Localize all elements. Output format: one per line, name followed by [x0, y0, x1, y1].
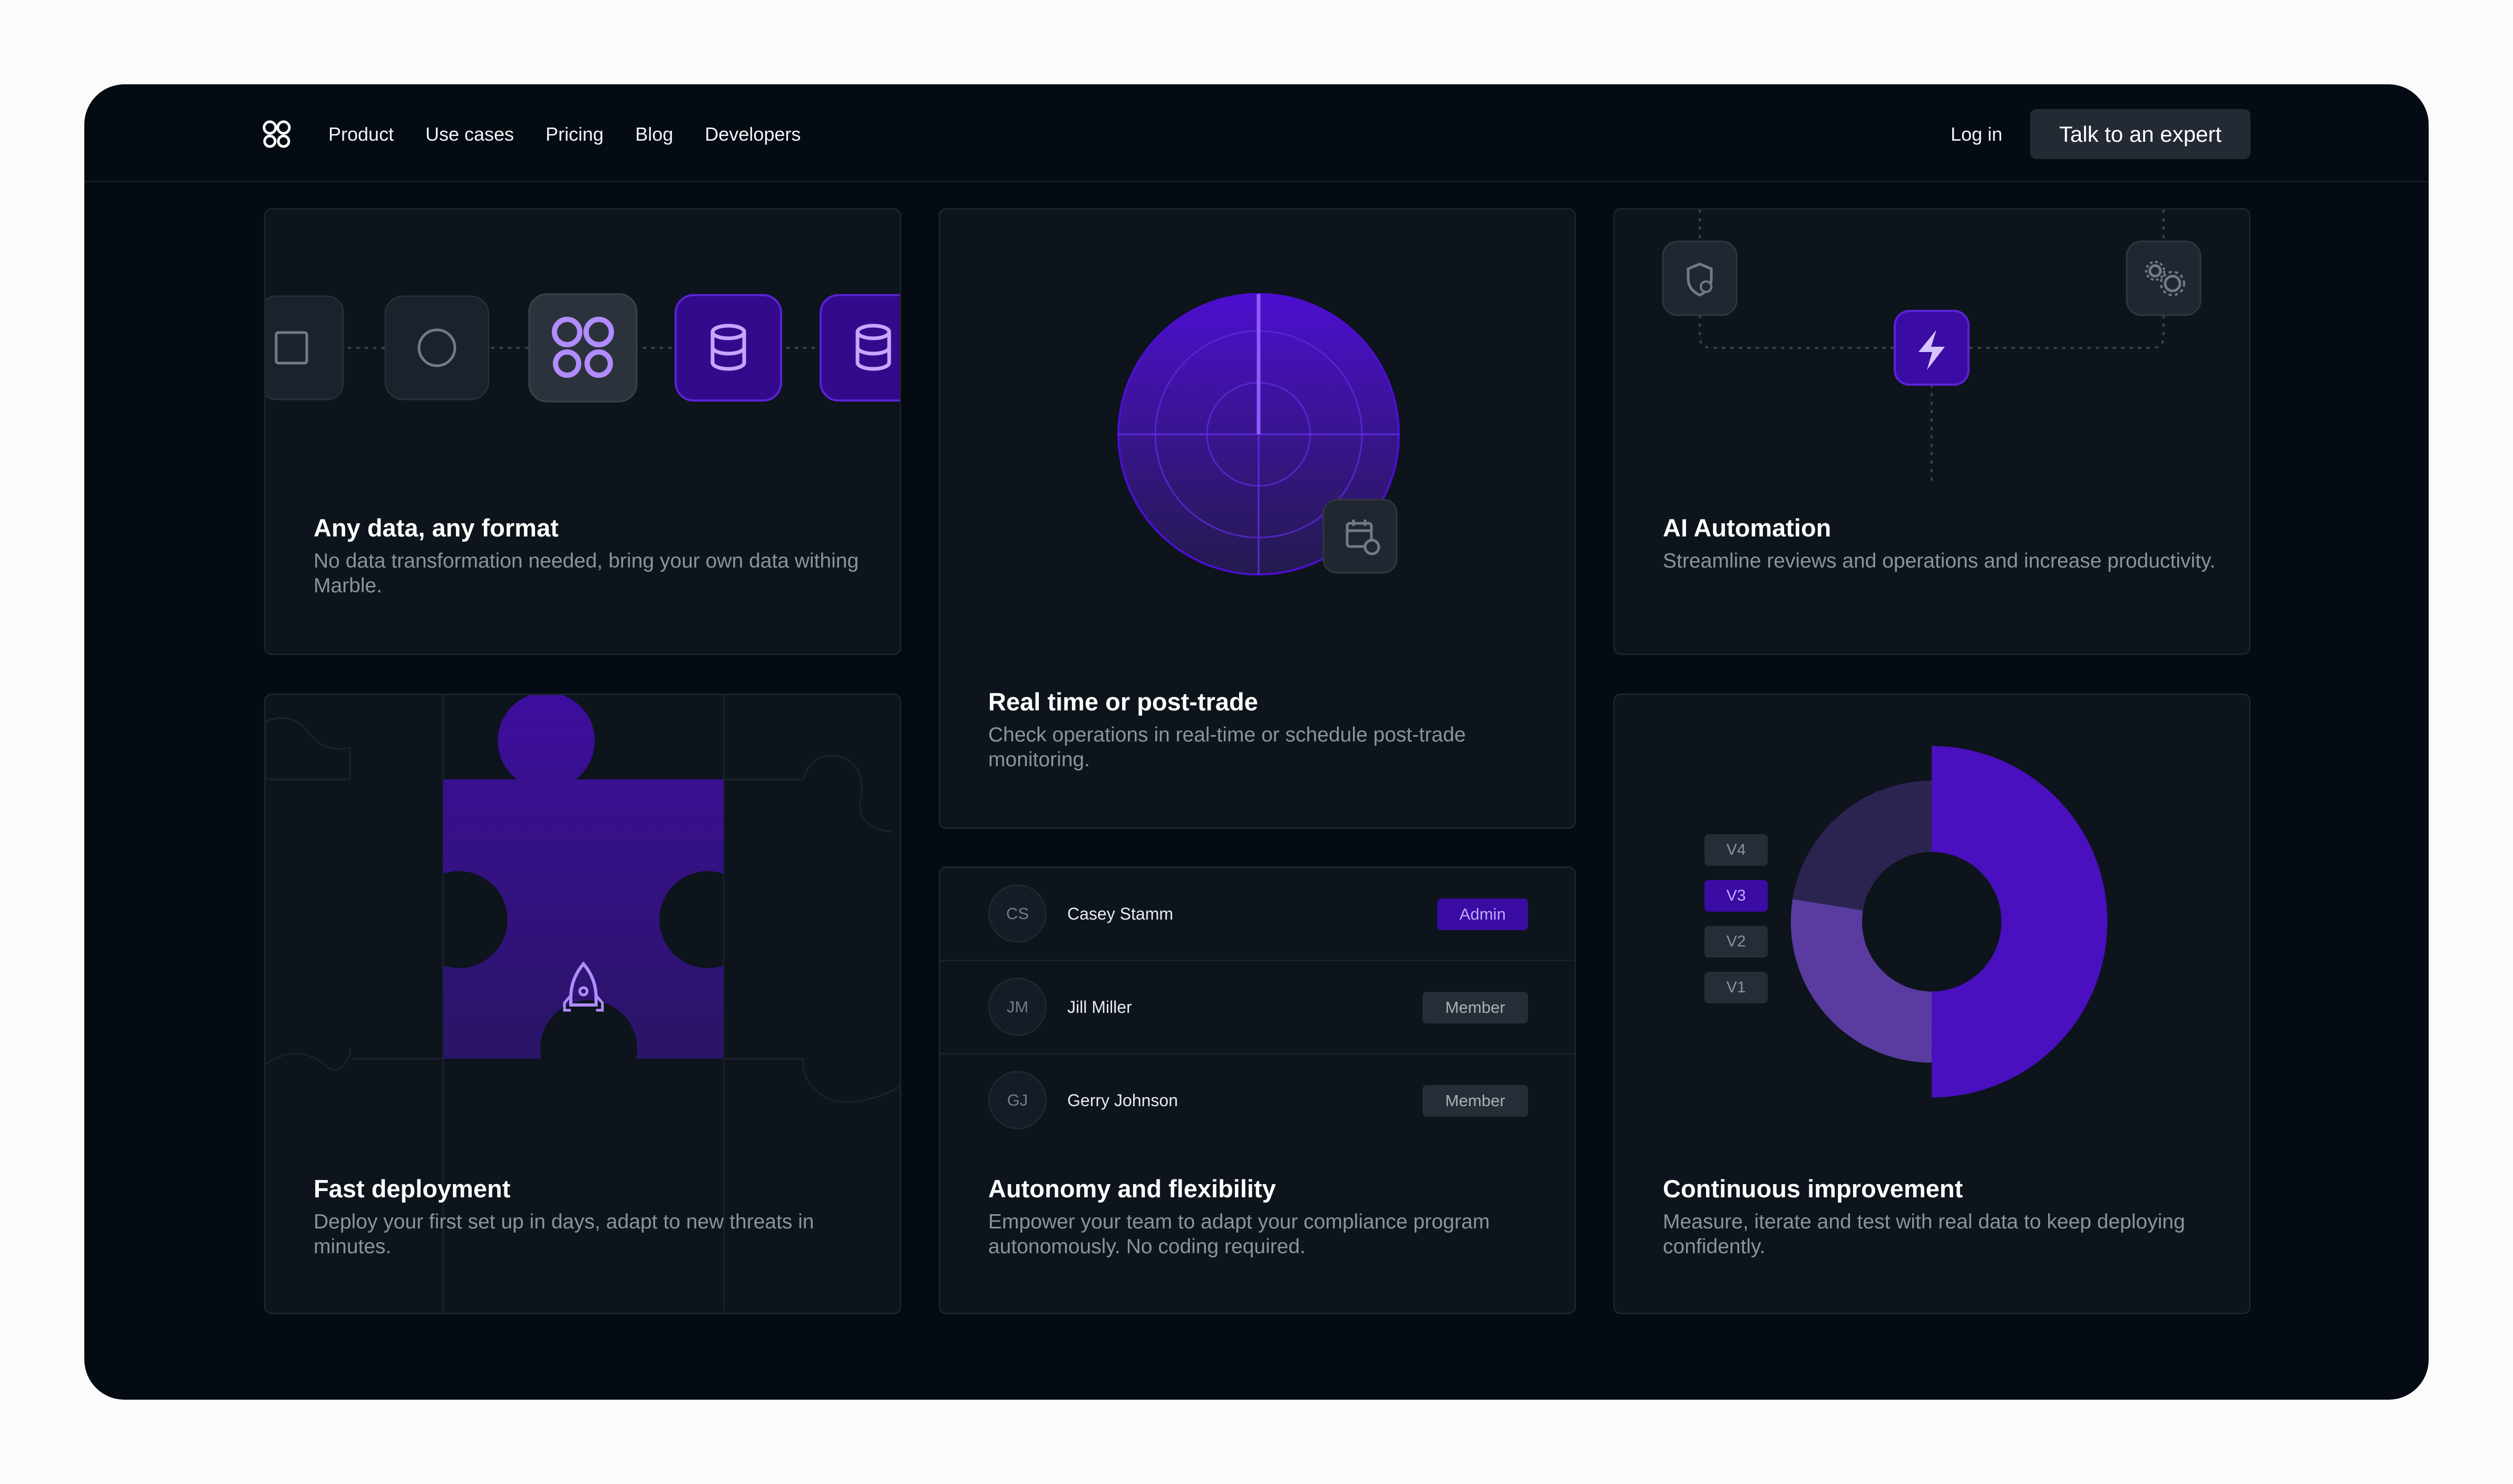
card-title: Any data, any format — [314, 514, 559, 542]
card-title: AI Automation — [1663, 514, 1832, 542]
card-description: Streamline reviews and operations and in… — [1663, 550, 2216, 572]
square-icon — [266, 295, 344, 401]
circle-icon — [384, 295, 490, 401]
card-description: Deploy your first set up in days, adapt … — [314, 1210, 814, 1258]
card-title: Real time or post-trade — [988, 688, 1258, 716]
nav-link-blog[interactable]: Blog — [635, 123, 674, 145]
card-title: Continuous improvement — [1663, 1175, 1963, 1203]
page-frame: Product Use cases Pricing Blog Developer… — [84, 84, 2429, 1400]
card-fast-deployment: Fast deployment Deploy your first set up… — [264, 694, 901, 1314]
version-chip-v2[interactable]: V2 — [1704, 926, 1768, 958]
lightning-icon — [1894, 310, 1970, 386]
gears-icon — [2126, 240, 2202, 316]
shield-icon — [1662, 240, 1738, 316]
talk-to-expert-button[interactable]: Talk to an expert — [2030, 109, 2251, 159]
card-description: Check operations in real-time or schedul… — [988, 724, 1466, 771]
card-title: Fast deployment — [314, 1175, 511, 1203]
user-row[interactable]: JM Jill Miller Member — [940, 961, 1574, 1055]
calendar-clock-icon — [1322, 499, 1398, 574]
marble-logo-icon — [528, 293, 638, 403]
nav-link-pricing[interactable]: Pricing — [546, 123, 604, 145]
nav-link-developers[interactable]: Developers — [705, 123, 801, 145]
database-icon — [675, 294, 782, 402]
rocket-icon — [563, 961, 604, 1012]
avatar: CS — [988, 884, 1047, 943]
nav-links: Product Use cases Pricing Blog Developer… — [328, 122, 801, 147]
version-chip-v3[interactable]: V3 — [1704, 880, 1768, 912]
login-link[interactable]: Log in — [1951, 123, 2003, 145]
user-name: Gerry Johnson — [1067, 1091, 1178, 1110]
card-any-data: Any data, any format No data transformat… — [264, 208, 901, 655]
donut-chart — [1790, 746, 2108, 1098]
card-description: Empower your team to adapt your complian… — [988, 1210, 1490, 1258]
data-format-illustration — [266, 293, 900, 403]
user-name: Jill Miller — [1067, 998, 1132, 1017]
avatar: GJ — [988, 1071, 1047, 1129]
avatar: JM — [988, 978, 1047, 1036]
database-icon — [820, 294, 900, 402]
card-ai-automation: AI Automation Streamline reviews and ope… — [1613, 208, 2251, 655]
user-name: Casey Stamm — [1067, 904, 1173, 923]
version-chip-v4[interactable]: V4 — [1704, 834, 1768, 866]
card-real-time: Real time or post-trade Check operations… — [939, 208, 1576, 829]
card-continuous-improvement: Continuous improvement Measure, iterate … — [1613, 694, 2251, 1314]
puzzle-illustration — [266, 695, 900, 1313]
card-description: No data transformation needed, bring you… — [314, 550, 859, 597]
card-description: Measure, iterate and test with real data… — [1663, 1210, 2185, 1258]
card-title: Autonomy and flexibility — [988, 1175, 1276, 1203]
card-autonomy: CS Casey Stamm Admin JM Jill Miller Memb… — [939, 866, 1576, 1314]
role-badge: Admin — [1437, 899, 1528, 930]
role-badge: Member — [1423, 1085, 1528, 1117]
version-list: V4 V3 V2 V1 — [1704, 834, 1768, 1003]
nav-link-product[interactable]: Product — [328, 123, 394, 145]
automation-illustration — [1662, 210, 2202, 484]
radar-illustration — [1117, 293, 1400, 575]
role-badge: Member — [1423, 992, 1528, 1023]
marble-logo-icon[interactable] — [262, 120, 291, 149]
user-row[interactable]: GJ Gerry Johnson Member — [940, 1055, 1574, 1148]
version-chip-v1[interactable]: V1 — [1704, 972, 1768, 1003]
user-row[interactable]: CS Casey Stamm Admin — [940, 868, 1574, 961]
donut-illustration — [1790, 746, 2108, 1098]
nav-link-use-cases[interactable]: Use cases — [425, 123, 514, 145]
top-nav: Product Use cases Pricing Blog Developer… — [84, 84, 2429, 182]
